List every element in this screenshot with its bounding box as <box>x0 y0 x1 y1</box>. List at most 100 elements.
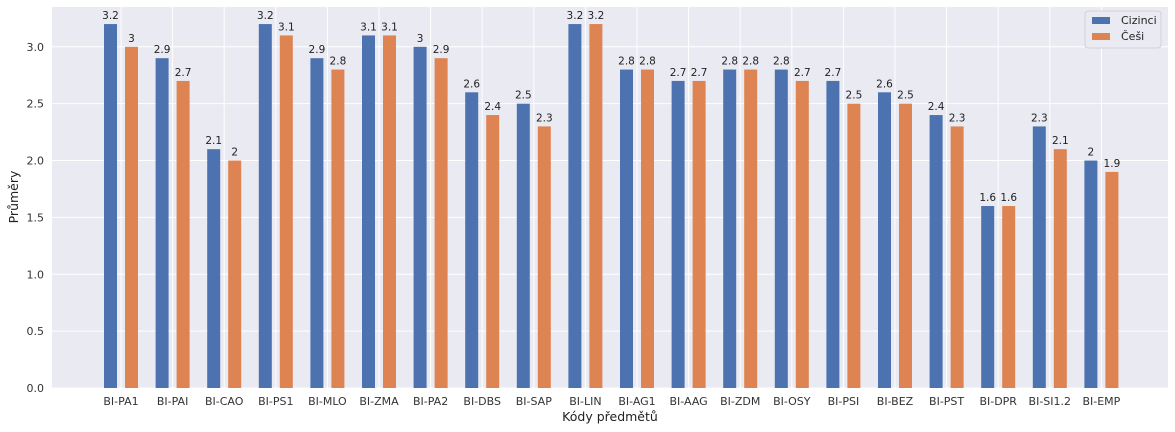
y-axis-label: Průměry <box>6 170 21 223</box>
data-label: 2.3 <box>1031 112 1048 124</box>
x-tick-label: BI-AAG <box>669 395 707 408</box>
x-tick-label: BI-OSY <box>773 395 811 408</box>
bar-cesi <box>589 24 603 389</box>
x-tick-label: BI-PST <box>929 395 964 408</box>
data-label: 2.7 <box>175 67 192 79</box>
data-label: 2.7 <box>825 67 842 79</box>
data-label: 2.4 <box>484 101 501 113</box>
data-label: 2.4 <box>928 101 945 113</box>
x-tick-label: BI-MLO <box>308 395 347 408</box>
bar-cesi <box>1105 171 1119 388</box>
y-tick-label: 1.5 <box>27 211 45 224</box>
bar-cesi <box>228 160 242 388</box>
x-tick-label: BI-DPR <box>979 395 1017 408</box>
y-tick-label: 0.0 <box>27 382 45 395</box>
data-label: 2.7 <box>691 67 708 79</box>
data-label: 3.1 <box>278 21 295 33</box>
data-label: 2.9 <box>154 44 171 56</box>
data-label: 2.8 <box>721 56 738 68</box>
x-tick-label: BI-BEZ <box>877 395 914 408</box>
bar-cizinci <box>362 35 375 389</box>
bar-cesi <box>176 80 190 388</box>
x-tick-label: BI-EMP <box>1082 395 1120 408</box>
data-label: 2.1 <box>1052 135 1069 147</box>
bar-cizinci <box>465 92 479 388</box>
y-tick-labels: 0.0 0.5 1.0 1.5 2.0 2.5 3.0 <box>27 41 45 395</box>
bar-cesi <box>692 80 706 388</box>
data-label: 2.5 <box>515 90 532 102</box>
x-tick-label: BI-PSI <box>828 395 860 408</box>
bar-cesi <box>795 80 809 388</box>
bar-cizinci <box>1032 126 1046 388</box>
bar-cesi <box>486 115 500 389</box>
data-label: 2.6 <box>463 78 480 90</box>
legend-swatch-cesi <box>1092 33 1110 40</box>
data-label: 2.3 <box>949 112 966 124</box>
bar-cizinci <box>620 69 633 388</box>
bar-cesi <box>744 69 758 388</box>
data-label: 2.7 <box>794 67 811 79</box>
data-label: 2.9 <box>309 44 326 56</box>
data-label: 3.2 <box>567 10 584 22</box>
y-tick-label: 2.0 <box>27 155 45 168</box>
bar-cizinci <box>516 103 530 389</box>
bar-cesi <box>899 103 912 389</box>
legend: Cizinci Češi <box>1084 10 1162 49</box>
bar-cesi <box>950 126 964 388</box>
data-label: 2.8 <box>330 56 347 68</box>
bar-cizinci <box>671 80 685 388</box>
data-label: 2.8 <box>618 56 635 68</box>
x-tick-label: BI-LIN <box>569 395 601 408</box>
y-tick-label: 0.5 <box>27 325 45 338</box>
bar-cizinci <box>981 206 995 388</box>
x-tick-label: BI-ZMA <box>359 395 399 408</box>
x-tick-label: BI-SAP <box>516 395 552 408</box>
bar-cizinci <box>774 69 788 388</box>
data-label: 3.2 <box>102 10 119 22</box>
bar-cizinci <box>1084 160 1098 388</box>
data-label: 1.6 <box>979 192 996 204</box>
legend-label-cesi: Češi <box>1121 30 1144 43</box>
bar-cesi <box>847 103 861 389</box>
x-tick-labels: BI-PA1 BI-PAI BI-CAO BI-PS1 BI-MLO BI-ZMA BI-P… <box>103 395 1120 408</box>
y-tick-label: 1.0 <box>27 268 45 281</box>
legend-label-cizinci: Cizinci <box>1121 14 1157 27</box>
data-label: 2.9 <box>433 44 450 56</box>
x-tick-label: BI-ZDM <box>720 395 760 408</box>
data-label: 2.6 <box>876 78 893 90</box>
data-label: 2.8 <box>773 56 790 68</box>
data-label: 2 <box>231 147 238 159</box>
bar-cesi <box>125 46 138 388</box>
data-label: 3.1 <box>360 21 377 33</box>
bar-cizinci <box>878 92 891 388</box>
bar-cesi <box>331 69 345 388</box>
x-tick-label: BI-PAI <box>157 395 188 408</box>
bar-cizinci <box>568 24 582 389</box>
data-label: 3 <box>128 33 135 45</box>
x-tick-label: BI-CAO <box>205 395 244 408</box>
data-label: 2.3 <box>536 112 553 124</box>
bar-cizinci <box>310 58 324 388</box>
x-axis-label: Kódy předmětů <box>562 409 658 424</box>
data-label: 3.2 <box>257 10 274 22</box>
y-tick-label: 2.5 <box>27 98 45 111</box>
bar-cesi <box>279 35 293 389</box>
data-label: 1.6 <box>1000 192 1017 204</box>
data-label: 1.9 <box>1104 158 1121 170</box>
bar-cesi <box>434 58 448 388</box>
bar-cizinci <box>826 80 840 388</box>
data-label: 2 <box>1088 147 1095 159</box>
y-tick-label: 3.0 <box>27 41 45 54</box>
bar-cizinci <box>104 24 117 389</box>
data-label: 2.8 <box>742 56 759 68</box>
x-tick-label: BI-DBS <box>463 395 501 408</box>
bar-cizinci <box>723 69 737 388</box>
bar-cesi <box>641 69 654 388</box>
data-label: 2.1 <box>205 135 222 147</box>
x-tick-label: BI-AG1 <box>618 395 655 408</box>
data-label: 2.8 <box>639 56 656 68</box>
bar-cesi <box>1002 206 1016 388</box>
bar-cizinci <box>929 115 943 389</box>
x-tick-label: BI-PA1 <box>103 395 138 408</box>
